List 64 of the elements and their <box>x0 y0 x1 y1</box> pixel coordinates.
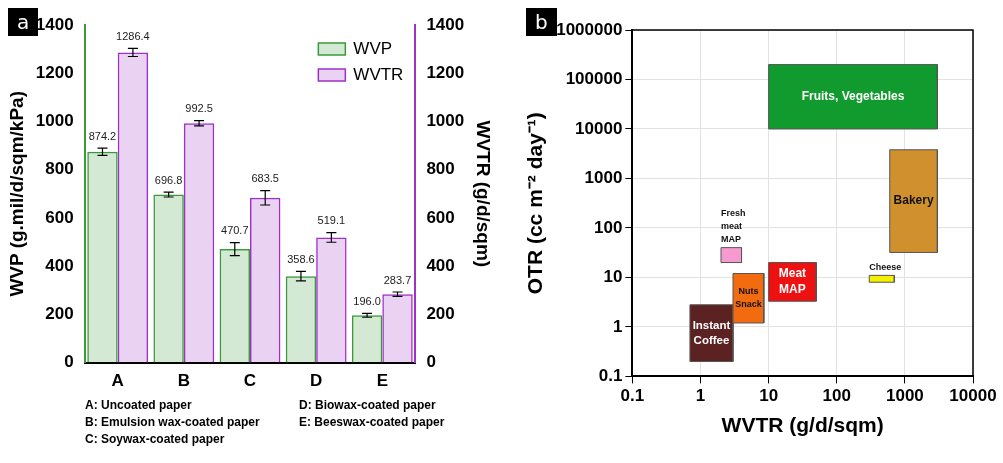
y2-tick-label: 1000 <box>426 111 465 131</box>
series-label: Cheese <box>869 261 902 272</box>
data-label: 992.5 <box>185 102 213 115</box>
y2-tick-label: 1400 <box>426 14 465 34</box>
x-tick-label: 10000 <box>949 386 997 406</box>
data-label: 874.2 <box>88 129 117 142</box>
y-tick-label: 100000 <box>565 69 623 89</box>
text: D: Biowax-coated paper <box>299 398 437 412</box>
y-tick-label: 200 <box>45 304 74 324</box>
x-tick-label: C <box>243 371 257 391</box>
y2-tick-label: 1200 <box>426 62 465 82</box>
y-axis-title: OTR (cc m⁻² day⁻¹) <box>523 112 547 295</box>
text: B: Emulsion wax-coated paper <box>85 415 261 429</box>
y-tick-label: 1000000 <box>556 19 623 39</box>
y2-tick-label: 0 <box>426 352 436 372</box>
x-axis-title: WVTR (g/d/sqm) <box>721 413 884 437</box>
chart-title: a <box>17 10 30 34</box>
y2-tick-label: 400 <box>426 255 455 275</box>
text: E: Beeswax-coated paper <box>299 415 446 429</box>
x-tick-label: 1 <box>695 386 706 406</box>
y-tick-label: 100 <box>594 217 623 237</box>
y-tick-label: 400 <box>45 255 74 275</box>
data-label: 283.7 <box>383 273 412 286</box>
y2-tick-label: 600 <box>426 207 455 227</box>
series-label: Bakery <box>893 193 934 208</box>
x-tick-label: D <box>310 371 323 391</box>
chart-title: b <box>526 8 557 36</box>
series-label: Fresh meat MAP <box>721 208 746 245</box>
series-label: Nuts Snack <box>735 286 763 310</box>
series-label: Instant Coffee <box>692 318 731 347</box>
text: A: Uncoated paper <box>85 398 193 412</box>
y-tick-label: 600 <box>45 207 74 227</box>
data-label: 470.7 <box>221 224 249 237</box>
y-tick-label: 1000 <box>35 111 74 131</box>
y-tick-label: 10000 <box>575 118 623 138</box>
y-tick-label: 10 <box>603 267 623 287</box>
data-label: 519.1 <box>317 214 346 227</box>
legend-label: WVTR <box>353 64 404 84</box>
y2-tick-label: 200 <box>426 304 455 324</box>
y-tick-label: 1400 <box>35 14 74 34</box>
series-label: Meat MAP <box>778 266 807 297</box>
text: C: Soywax-coated paper <box>85 432 226 446</box>
data-label: 358.6 <box>287 252 315 265</box>
x-tick-label: 1000 <box>885 386 924 406</box>
data-label: 1286.4 <box>116 29 150 42</box>
x-tick-label: 100 <box>822 386 851 406</box>
x-tick-label: A <box>111 371 124 391</box>
data-label: 696.8 <box>154 173 183 186</box>
x-tick-label: 10 <box>759 386 779 406</box>
legend-label: WVP <box>353 38 393 58</box>
data-label: 683.5 <box>251 172 279 185</box>
y-tick-label: 1000 <box>584 168 623 188</box>
x-tick-label: E <box>376 371 388 391</box>
x-tick-label: B <box>177 371 190 391</box>
y-tick-label: 1 <box>612 316 623 336</box>
data-label: 196.0 <box>353 294 381 307</box>
y-tick-label: 800 <box>45 159 74 179</box>
series-label: Fruits, Vegetables <box>801 89 905 104</box>
x-tick-label: 0.1 <box>620 386 645 406</box>
y2-tick-label: 800 <box>426 159 455 179</box>
y2-axis-title: WVTR (g/d/sqm) <box>473 120 495 268</box>
y-axis-title: WVP (g.mil/d/sqm/kPa) <box>5 91 27 297</box>
y-tick-label: 1200 <box>35 62 74 82</box>
y-tick-label: 0 <box>64 352 74 372</box>
